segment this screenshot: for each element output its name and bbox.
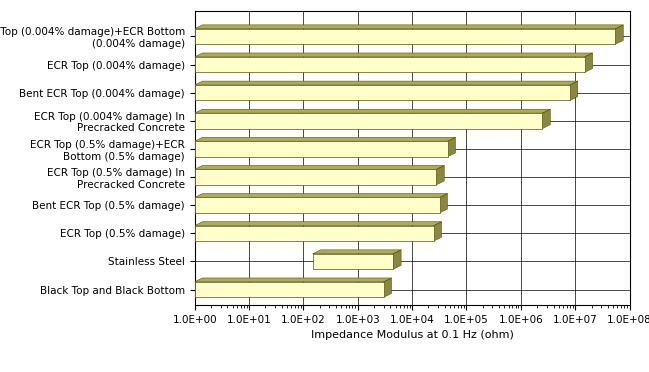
Bar: [195, 198, 439, 213]
Polygon shape: [195, 137, 456, 141]
Bar: [195, 141, 448, 157]
Polygon shape: [543, 109, 550, 129]
Polygon shape: [195, 166, 445, 169]
Bar: [195, 29, 615, 44]
Polygon shape: [436, 166, 445, 185]
Polygon shape: [585, 53, 593, 72]
Bar: [195, 169, 436, 185]
Polygon shape: [434, 222, 441, 241]
Polygon shape: [615, 25, 623, 44]
Polygon shape: [195, 81, 578, 85]
Polygon shape: [195, 25, 623, 29]
X-axis label: Impedance Modulus at 0.1 Hz (ohm): Impedance Modulus at 0.1 Hz (ohm): [311, 330, 513, 340]
Polygon shape: [384, 278, 391, 297]
Bar: [195, 85, 570, 100]
Bar: [195, 113, 543, 129]
Polygon shape: [195, 222, 441, 225]
Bar: [195, 282, 384, 297]
Polygon shape: [439, 193, 447, 213]
Polygon shape: [448, 137, 456, 157]
Bar: [195, 225, 434, 241]
Polygon shape: [393, 250, 401, 269]
Polygon shape: [195, 193, 447, 198]
Polygon shape: [195, 53, 593, 57]
Polygon shape: [195, 109, 550, 113]
Polygon shape: [195, 278, 391, 282]
Bar: [313, 254, 393, 269]
Polygon shape: [313, 250, 401, 254]
Bar: [195, 57, 585, 72]
Polygon shape: [570, 81, 578, 100]
